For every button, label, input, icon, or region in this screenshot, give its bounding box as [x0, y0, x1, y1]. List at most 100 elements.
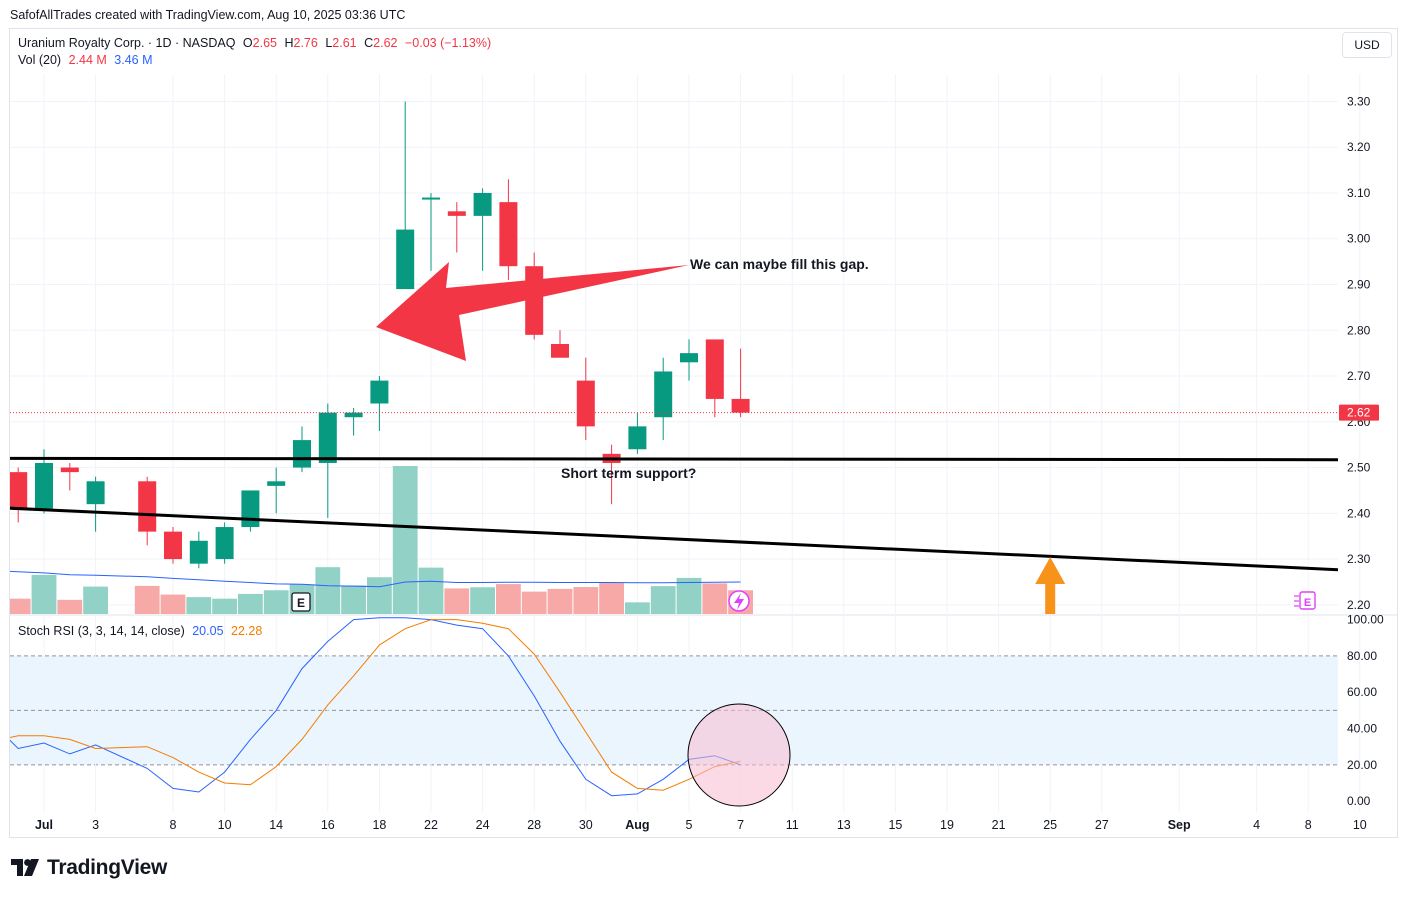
volume-bar[interactable]	[676, 577, 702, 614]
low-value: 2.61	[332, 36, 357, 50]
currency-button[interactable]: USD	[1342, 32, 1392, 58]
volume-bar[interactable]	[212, 598, 237, 614]
volume-bar[interactable]	[625, 602, 650, 614]
x-tick-label: 10	[218, 818, 232, 832]
stoch-tick-label: 100.00	[1347, 613, 1384, 627]
volume-bar[interactable]	[650, 586, 676, 614]
volume-bar[interactable]	[31, 574, 57, 614]
candle-body[interactable]	[680, 353, 698, 363]
orange-up-arrow[interactable]	[1035, 557, 1066, 614]
volume-bar[interactable]	[238, 593, 263, 614]
red-arrow[interactable]	[376, 262, 689, 361]
support-line[interactable]	[0, 456, 1386, 462]
volume-bar[interactable]	[341, 585, 366, 614]
candle-body[interactable]	[318, 412, 337, 463]
low-label: L2.61	[325, 36, 357, 50]
candle-body[interactable]	[525, 266, 544, 335]
candle-body[interactable]	[731, 398, 750, 413]
stoch-k-value: 20.05	[192, 624, 224, 638]
volume-bar[interactable]	[134, 585, 160, 614]
candle-body[interactable]	[576, 380, 595, 427]
candle-body[interactable]	[628, 426, 647, 450]
stoch-d-value: 22.28	[231, 624, 263, 638]
volume-bar[interactable]	[83, 586, 108, 614]
volume-bar[interactable]	[315, 567, 341, 614]
volume-bar[interactable]	[599, 582, 624, 614]
candle-body[interactable]	[0, 468, 1, 509]
candle-body[interactable]	[370, 380, 389, 404]
volume-bar[interactable]	[573, 587, 599, 614]
x-tick-label: 15	[888, 818, 902, 832]
candle-body[interactable]	[189, 540, 208, 564]
last-price-tag-label: 2.62	[1347, 406, 1371, 420]
x-tick-label: Aug	[625, 818, 649, 832]
x-tick-label: 13	[837, 818, 851, 832]
candle-body[interactable]	[138, 481, 157, 532]
x-tick-label: Jul	[35, 818, 53, 832]
x-tick-label: 5	[686, 818, 693, 832]
stoch-d-line	[10, 619, 741, 791]
earnings-marker-box[interactable]	[291, 592, 311, 612]
volume-bar[interactable]	[547, 588, 573, 614]
trend-line[interactable]	[0, 506, 1386, 572]
candle-body[interactable]	[344, 412, 363, 418]
volume-ma-value: 3.46 M	[114, 53, 153, 67]
volume-bar[interactable]	[470, 587, 495, 614]
volume-bar[interactable]	[392, 466, 418, 614]
x-tick-label: 21	[992, 818, 1006, 832]
brand-name: TradingView	[47, 856, 168, 879]
support-note[interactable]: Short term support?	[561, 465, 696, 481]
candle-body[interactable]	[705, 339, 724, 399]
x-tick-label: 19	[940, 818, 954, 832]
candle-body[interactable]	[35, 462, 53, 509]
volume-legend: Vol (20) 2.44 M 3.46 M	[18, 53, 157, 67]
candle-body[interactable]	[60, 467, 79, 473]
stoch-tick-label: 20.00	[1347, 758, 1377, 772]
volume-ma-line	[10, 570, 741, 588]
candle-body[interactable]	[9, 472, 28, 509]
x-tick-label: 16	[321, 818, 335, 832]
candle-body[interactable]	[447, 211, 466, 216]
volume-bar[interactable]	[702, 583, 728, 614]
price-tick-label: 3.30	[1347, 94, 1371, 108]
candle-body[interactable]	[499, 202, 518, 267]
volume-bar[interactable]	[6, 598, 31, 614]
x-tick-label: 24	[476, 818, 490, 832]
open-label: O2.65	[242, 36, 277, 50]
candle-body[interactable]	[396, 229, 415, 290]
candle-body[interactable]	[215, 527, 234, 560]
tradingview-logo[interactable]: TradingView	[11, 856, 167, 880]
candle-body[interactable]	[293, 440, 311, 468]
candle-body[interactable]	[551, 344, 569, 358]
volume-bar[interactable]	[186, 597, 212, 614]
future-earnings-label: E	[1304, 597, 1311, 609]
high-value: 2.76	[293, 36, 318, 50]
volume-bar[interactable]	[444, 588, 470, 614]
price-tick-label: 2.20	[1347, 598, 1371, 612]
change-value: −0.03 (−1.13%)	[404, 36, 492, 50]
candle-body[interactable]	[86, 481, 105, 505]
future-earnings-icon[interactable]	[1299, 591, 1316, 610]
volume-bar[interactable]	[263, 590, 289, 614]
candle-body[interactable]	[241, 490, 260, 528]
volume-bar[interactable]	[0, 578, 5, 614]
candle-body[interactable]	[164, 531, 182, 560]
volume-bar[interactable]	[160, 594, 186, 614]
candle-body[interactable]	[654, 371, 673, 418]
chart-frame	[9, 28, 1398, 838]
price-tick-label: 3.20	[1347, 140, 1371, 154]
candle-body[interactable]	[422, 197, 440, 200]
candle-body[interactable]	[267, 481, 286, 486]
price-tick-label: 3.10	[1347, 186, 1371, 200]
candle-body[interactable]	[473, 192, 492, 216]
volume-bar[interactable]	[57, 599, 83, 614]
highlight-circle[interactable]	[687, 703, 791, 807]
gap-note[interactable]: We can maybe fill this gap.	[690, 256, 869, 272]
volume-bar[interactable]	[418, 567, 444, 614]
volume-bar[interactable]	[521, 591, 547, 614]
volume-bar[interactable]	[367, 577, 392, 614]
volume-bar[interactable]	[496, 584, 521, 614]
last-price-tag[interactable]	[1339, 404, 1379, 421]
x-tick-label: 10	[1353, 818, 1367, 832]
